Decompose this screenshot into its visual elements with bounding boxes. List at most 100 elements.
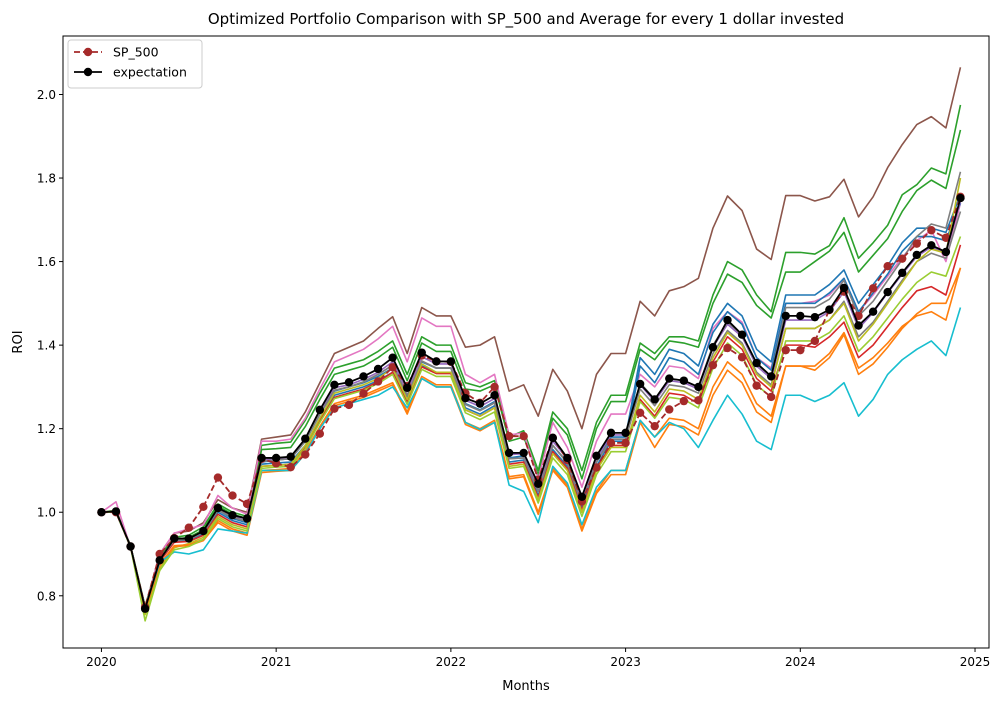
expectation-point: [330, 380, 339, 390]
expectation-point: [490, 391, 499, 400]
expectation-point: [301, 434, 310, 443]
sp-500-point: [504, 432, 514, 441]
expectation-point: [475, 399, 485, 408]
expectation-point: [854, 321, 863, 330]
y-tick-label: 2.0: [37, 88, 56, 102]
x-axis-ticks: 2020 2021 2022 2023 2024 2025: [86, 648, 990, 669]
expectation-point: [213, 503, 223, 513]
sp-500-point: [868, 284, 878, 293]
expectation-point: [956, 193, 965, 203]
x-tick-label: 2024: [785, 655, 816, 669]
sp-500-point: [665, 405, 674, 414]
sp-500-point: [606, 438, 616, 448]
sp-500-point: [359, 389, 368, 398]
portfolio-line-11: [101, 177, 962, 616]
expectation-point: [126, 542, 135, 551]
expectation-point: [199, 526, 208, 536]
expectation-point: [286, 452, 295, 461]
expectation-point: [723, 315, 732, 325]
legend: SP_500 expectation: [67, 39, 203, 89]
sp-500-point: [650, 421, 659, 431]
expectation-point: [97, 508, 106, 517]
expectation-point: [650, 395, 659, 404]
y-tick-label: 1.8: [37, 172, 56, 186]
x-tick-label: 2021: [261, 655, 292, 669]
legend-marker-sp-500: [83, 47, 93, 57]
expectation-point: [111, 507, 121, 516]
expectation-point: [781, 311, 790, 321]
sp-500-point: [228, 491, 237, 500]
y-tick-label: 1.6: [37, 255, 56, 269]
sp-500-point: [912, 239, 921, 248]
sp-500-point: [199, 502, 208, 511]
expectation-point: [708, 343, 718, 352]
expectation-point: [766, 372, 776, 381]
x-tick-label: 2020: [86, 655, 117, 669]
x-axis-label: Months: [502, 679, 550, 694]
sp-500-point: [592, 463, 601, 472]
sp-500-point: [927, 226, 936, 235]
expectation-point: [170, 534, 179, 543]
sp-500-point: [490, 382, 499, 392]
y-axis-ticks: 0.8 1.0 1.2 1.4 1.6 1.8 2.0: [37, 88, 63, 603]
expectation-point: [883, 287, 892, 297]
expectation-point: [665, 374, 674, 383]
sp-500-point: [635, 408, 645, 418]
expectation-point: [184, 534, 193, 543]
plot-frame: [62, 35, 990, 649]
sp-500-point: [723, 343, 732, 353]
sp-500-point: [898, 254, 907, 263]
sp-500-line: [101, 196, 962, 608]
expectation-point: [548, 433, 557, 443]
expectation-point: [796, 311, 805, 321]
y-tick-label: 1.0: [37, 506, 56, 520]
sp-500-point: [621, 438, 630, 448]
sp-500-point: [315, 429, 325, 438]
expectation-point: [868, 307, 878, 316]
expectation-point: [359, 372, 368, 381]
sp-500-point: [373, 377, 383, 386]
expectation-point: [577, 492, 587, 501]
sp-500-point: [519, 432, 528, 441]
x-tick-label: 2022: [436, 655, 467, 669]
expectation-point: [694, 382, 703, 392]
expectation-point: [446, 357, 456, 366]
sp-500-point: [344, 400, 354, 410]
y-axis-label: ROI: [11, 330, 26, 353]
portfolio-line-13: [101, 267, 962, 612]
sp-500-point: [810, 336, 820, 346]
expectation-point: [898, 268, 907, 278]
sp-500-point: [708, 360, 718, 370]
sp-500-point: [796, 345, 805, 355]
sp-500-point: [330, 404, 339, 413]
y-tick-label: 1.4: [37, 339, 56, 353]
expectation-point: [461, 393, 470, 403]
sp-500-point: [694, 396, 703, 405]
expectation-point: [519, 448, 528, 458]
portfolio-line-14: [101, 307, 962, 610]
expectation-point: [504, 448, 514, 458]
expectation-point: [534, 479, 543, 489]
legend-label-sp-500: SP_500: [113, 45, 159, 60]
expectation-point: [912, 250, 921, 260]
sp-500-point: [752, 381, 761, 390]
sp-500-point: [388, 363, 397, 372]
sp-500-point: [781, 345, 790, 355]
sp-500-point: [737, 353, 747, 362]
chart-title: Optimized Portfolio Comparison with SP_5…: [208, 10, 844, 29]
expectation-point: [388, 353, 397, 362]
expectation-point: [679, 376, 689, 385]
sp-500-point: [883, 261, 892, 271]
expectation-point: [271, 453, 281, 463]
expectation-point: [402, 383, 412, 392]
portfolio-line-1: [101, 67, 962, 610]
y-tick-label: 0.8: [37, 589, 56, 603]
expectation-point: [635, 379, 645, 389]
expectation-point: [315, 405, 325, 415]
sp-500-point: [941, 233, 951, 242]
expectation-point: [839, 283, 849, 293]
expectation-point: [927, 241, 936, 250]
expectation-point: [810, 312, 820, 322]
x-tick-label: 2025: [960, 655, 991, 669]
